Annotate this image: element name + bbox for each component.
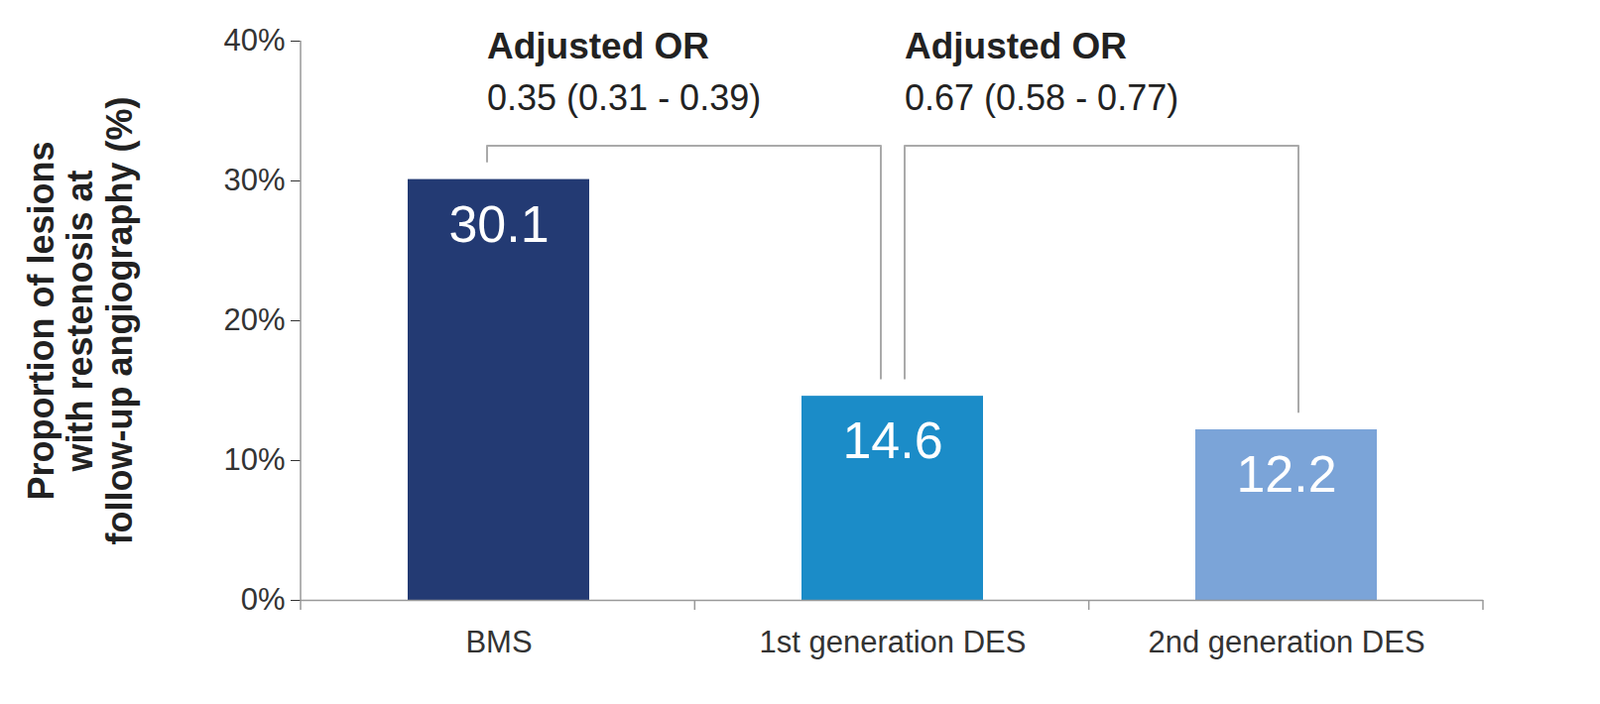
svg-text:0%: 0% (241, 582, 286, 617)
svg-text:Adjusted OR: Adjusted OR (904, 25, 1127, 67)
svg-text:30%: 30% (223, 162, 285, 198)
svg-text:0.35 (0.31 - 0.39): 0.35 (0.31 - 0.39) (487, 77, 761, 119)
svg-text:0.67 (0.58 - 0.77): 0.67 (0.58 - 0.77) (904, 77, 1179, 119)
svg-text:20%: 20% (223, 302, 285, 338)
svg-text:1st generation DES: 1st generation DES (759, 624, 1027, 660)
svg-text:BMS: BMS (465, 624, 532, 660)
svg-text:40%: 40% (223, 22, 285, 58)
svg-text:14.6: 14.6 (842, 411, 943, 470)
svg-text:Proportion of lesionswith rest: Proportion of lesionswith restenosis atf… (20, 97, 140, 546)
svg-text:30.1: 30.1 (448, 195, 549, 253)
svg-text:Adjusted OR: Adjusted OR (487, 25, 710, 67)
svg-text:10%: 10% (223, 442, 285, 478)
svg-text:2nd generation DES: 2nd generation DES (1147, 624, 1425, 660)
svg-text:12.2: 12.2 (1235, 445, 1337, 503)
